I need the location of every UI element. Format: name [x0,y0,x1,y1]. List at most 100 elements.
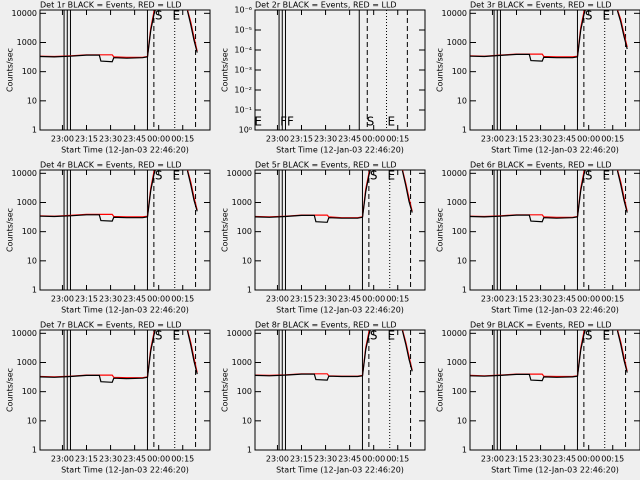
y-axis-label: Counts/sec [221,368,230,412]
panel: Det 3r BLACK = Events, RED = LLD Start Ti… [436,1,640,155]
x-axis-label: Start Time (12-Jan-03 22:46:20) [61,306,189,315]
annotation: E [173,9,181,23]
x-tick-label: 23:00 [481,455,504,464]
annotation: S [585,329,593,343]
y-tick-label: 10 [242,416,252,425]
y-tick-label: 100 [237,387,252,396]
plot-area [40,170,198,222]
annotation: S [370,169,378,183]
x-axis-label: Start Time (12-Jan-03 22:46:20) [276,306,404,315]
y-tick-label: 1 [32,286,37,295]
annotation: E [603,329,611,343]
annotation: E [603,169,611,183]
panel: Det 9r BLACK = Events, RED = LLD Start Ti… [436,321,640,475]
y-tick-label: 10⁻⁶ [234,6,252,15]
panel: Det 7r BLACK = Events, RED = LLD Start Ti… [6,321,211,475]
x-tick-label: 00:00 [577,135,600,144]
x-tick-label: 00:15 [601,455,624,464]
x-tick-label: 00:15 [171,135,194,144]
series-line [255,170,413,223]
x-tick-label: 23:45 [553,455,576,464]
plot-frame [254,329,426,451]
plot-frame [39,9,211,131]
y-tick-label: 100 [237,227,252,236]
y-axis-label: Counts/sec [436,208,445,252]
series-line [470,330,628,382]
y-tick-label: 10 [457,256,467,265]
y-tick-label: 1000 [232,358,252,367]
y-tick-label: 100 [22,227,37,236]
panel-title: Det 5r BLACK = Events, RED = LLD [255,161,397,170]
y-tick-label: 1 [462,446,467,455]
x-tick-label: 00:00 [147,455,170,464]
x-tick-label: 00:15 [386,455,409,464]
y-tick-label: 10⁻⁵ [234,26,252,35]
annotation: S [367,115,375,129]
annotation: E [388,329,396,343]
y-tick-label: 10⁻¹ [234,106,252,115]
panel-title: Det 9r BLACK = Events, RED = LLD [470,321,612,330]
x-tick-label: 00:15 [386,295,409,304]
series-line [470,170,628,223]
y-tick-label: 100 [452,67,467,76]
panel: Det 1r BLACK = Events, RED = LLD Start Ti… [6,1,211,155]
y-tick-label: 10⁻⁴ [234,46,252,55]
panel: Det 5r BLACK = Events, RED = LLD Start Ti… [221,161,426,315]
annotation: E [388,169,396,183]
x-tick-label: 00:00 [362,135,385,144]
x-axis-label: Start Time (12-Jan-03 22:46:20) [276,146,404,155]
y-axis-label: Counts/sec [436,368,445,412]
panel-title: Det 2r BLACK = Events, RED = LLD [255,1,397,10]
x-tick-label: 23:15 [290,455,313,464]
y-tick-label: 1 [247,286,252,295]
x-tick-label: 00:15 [386,135,409,144]
x-tick-label: 23:30 [314,455,337,464]
x-tick-label: 23:30 [529,455,552,464]
annotation: E [388,115,396,129]
x-tick-label: 00:00 [362,455,385,464]
x-tick-label: 23:15 [505,455,528,464]
y-tick-label: 10000 [12,169,37,178]
y-axis-label: Counts/sec [221,208,230,252]
y-tick-label: 10000 [442,329,467,338]
x-tick-label: 23:30 [314,135,337,144]
annotation: E [173,329,181,343]
y-tick-label: 10 [457,96,467,105]
y-tick-label: 100 [452,227,467,236]
y-tick-label: 10⁻³ [234,66,252,75]
x-axis-label: Start Time (12-Jan-03 22:46:20) [276,466,404,475]
y-tick-label: 1 [462,286,467,295]
panel: Det 6r BLACK = Events, RED = LLD Start Ti… [436,161,640,315]
panel-title: Det 7r BLACK = Events, RED = LLD [40,321,182,330]
x-tick-label: 23:00 [481,135,504,144]
plot-area [470,330,628,382]
plot-area [470,10,628,62]
panel-title: Det 1r BLACK = Events, RED = LLD [40,1,182,10]
x-tick-label: 23:45 [123,295,146,304]
x-tick-label: 00:15 [601,295,624,304]
y-tick-label: 1000 [447,38,467,47]
x-tick-label: 23:30 [529,135,552,144]
x-tick-label: 23:15 [290,295,313,304]
y-tick-label: 1 [32,126,37,135]
x-tick-label: 23:30 [99,135,122,144]
x-tick-label: 23:00 [266,455,289,464]
y-axis-label: Counts/sec [221,48,230,92]
plot-frame [39,169,211,291]
plot-frame [469,169,640,291]
x-tick-label: 23:45 [553,135,576,144]
x-axis-label: Start Time (12-Jan-03 22:46:20) [61,146,189,155]
annotation: S [585,169,593,183]
y-tick-label: 100 [22,387,37,396]
plot-frame [254,169,426,291]
x-tick-label: 00:00 [577,295,600,304]
x-tick-label: 23:15 [290,135,313,144]
series-line [470,10,628,62]
x-tick-label: 23:15 [75,455,98,464]
y-tick-label: 100 [22,67,37,76]
y-tick-label: 1000 [17,198,37,207]
y-tick-label: 10 [457,416,467,425]
x-tick-label: 23:45 [338,295,361,304]
plot-area [255,330,413,381]
y-tick-label: 10000 [227,169,252,178]
